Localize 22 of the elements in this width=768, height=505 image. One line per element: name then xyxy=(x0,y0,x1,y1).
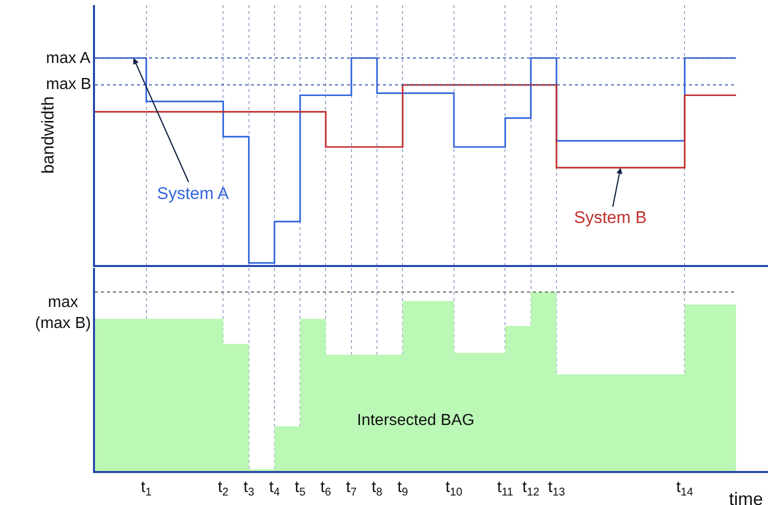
y-axis-title: bandwidth xyxy=(38,96,58,174)
x-tick-label: t$_{1}$ xyxy=(140,478,152,498)
x-axis-title: time xyxy=(729,489,764,505)
x-tick-label: t$_{7}$ xyxy=(346,478,357,498)
text: System B xyxy=(574,208,647,227)
x-tick-label: t$_{6}$ xyxy=(320,478,332,498)
x-tick-label: t$_{12}$ xyxy=(522,478,540,498)
x-tick-label: t$_{3}$ xyxy=(243,478,254,498)
x-tick-label: t$_{11}$ xyxy=(497,478,514,498)
x-tick-label: t$_{10}$ xyxy=(445,478,462,498)
series-label: System A xyxy=(157,184,230,203)
x-tick-label: t$_{13}$ xyxy=(548,478,565,498)
x-tick-label: t$_{4}$ xyxy=(269,478,280,498)
x-tick-label: t$_{2}$ xyxy=(218,478,229,498)
ref-line-label: max B xyxy=(46,76,92,93)
x-tick-label: t$_{14}$ xyxy=(676,478,694,498)
x-tick-label: t$_{9}$ xyxy=(397,478,408,498)
ref-line-label: max A xyxy=(46,50,91,67)
x-tick-label: t$_{5}$ xyxy=(294,478,306,498)
ref-line-label: max (max B) xyxy=(35,294,91,332)
x-tick-label: t$_{8}$ xyxy=(372,478,382,498)
series-label: Intersected BAG xyxy=(357,412,474,429)
